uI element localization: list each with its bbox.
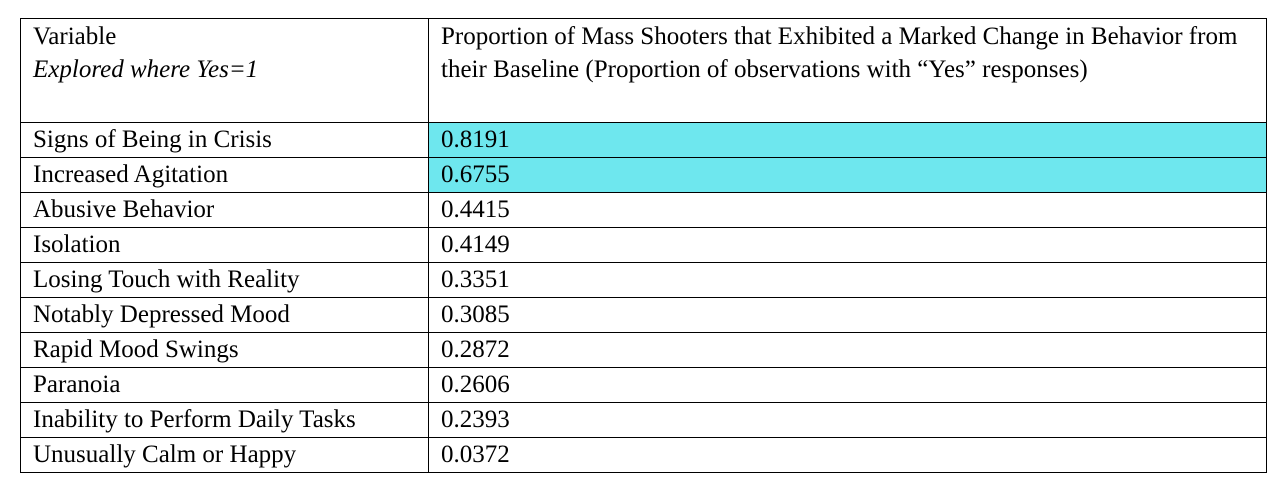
table-row: Signs of Being in Crisis 0.8191 <box>20 122 1267 158</box>
table-row: Isolation 0.4149 <box>20 227 1267 263</box>
value-cell: 0.4415 <box>428 192 1267 228</box>
table-row: Inability to Perform Daily Tasks 0.2393 <box>20 402 1267 438</box>
value-cell: 0.3085 <box>428 297 1267 333</box>
value-cell: 0.2872 <box>428 332 1267 368</box>
variable-cell: Rapid Mood Swings <box>20 332 429 368</box>
header-variable-sublabel: Explored where Yes=1 <box>33 56 259 83</box>
variable-cell: Isolation <box>20 227 429 263</box>
header-proportion-label: Proportion of Mass Shooters that Exhibit… <box>441 23 1238 83</box>
table-row: Unusually Calm or Happy 0.0372 <box>20 437 1267 473</box>
value-cell: 0.8191 <box>428 122 1267 158</box>
table-row: Losing Touch with Reality 0.3351 <box>20 262 1267 298</box>
variable-cell: Increased Agitation <box>20 157 429 193</box>
value-cell: 0.2393 <box>428 402 1267 438</box>
behavior-change-table: Variable Explored where Yes=1 Proportion… <box>20 18 1267 473</box>
table-row: Rapid Mood Swings 0.2872 <box>20 332 1267 368</box>
variable-cell: Losing Touch with Reality <box>20 262 429 298</box>
value-cell: 0.4149 <box>428 227 1267 263</box>
header-proportion-cell: Proportion of Mass Shooters that Exhibit… <box>428 18 1267 123</box>
value-cell: 0.6755 <box>428 157 1267 193</box>
value-cell: 0.3351 <box>428 262 1267 298</box>
table-row: Paranoia 0.2606 <box>20 367 1267 403</box>
value-cell: 0.0372 <box>428 437 1267 473</box>
variable-cell: Paranoia <box>20 367 429 403</box>
table-header-row: Variable Explored where Yes=1 Proportion… <box>20 18 1267 123</box>
variable-cell: Notably Depressed Mood <box>20 297 429 333</box>
variable-cell: Inability to Perform Daily Tasks <box>20 402 429 438</box>
table-row: Abusive Behavior 0.4415 <box>20 192 1267 228</box>
variable-cell: Abusive Behavior <box>20 192 429 228</box>
value-cell: 0.2606 <box>428 367 1267 403</box>
table-row: Notably Depressed Mood 0.3085 <box>20 297 1267 333</box>
variable-cell: Signs of Being in Crisis <box>20 122 429 158</box>
variable-cell: Unusually Calm or Happy <box>20 437 429 473</box>
header-variable-cell: Variable Explored where Yes=1 <box>20 18 429 123</box>
header-variable-label: Variable <box>33 23 117 50</box>
table-row: Increased Agitation 0.6755 <box>20 157 1267 193</box>
